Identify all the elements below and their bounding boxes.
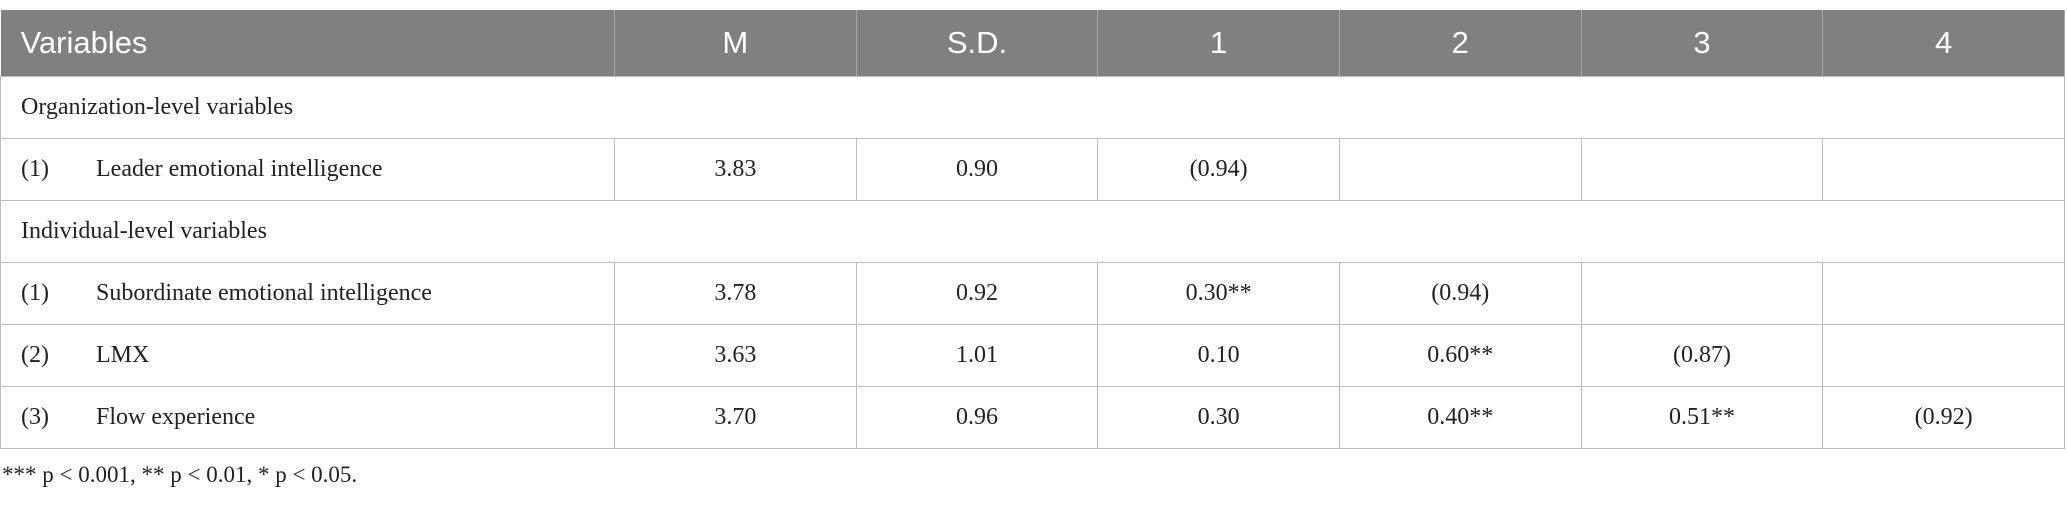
variable-name: Leader emotional intelligence (96, 156, 383, 182)
variable-cell: (1) Subordinate emotional intelligence (0, 262, 615, 325)
variable-name: Flow experience (96, 404, 256, 430)
column-header: M (614, 10, 857, 77)
variable-cell: (1) Leader emotional intelligence (0, 138, 615, 201)
value-cell: 0.51** (1580, 386, 1824, 449)
value-cell: 0.90 (855, 138, 1099, 201)
empty-cell (1822, 138, 2065, 201)
value-cell: (0.87) (1580, 324, 1824, 387)
section-row: Organization-level variables (0, 76, 2065, 139)
column-header: Variables (0, 10, 615, 77)
column-header: 1 (1097, 10, 1340, 77)
row-number: (1) (21, 280, 49, 306)
variable-cell: (3) Flow experience (0, 386, 615, 449)
section-label: Individual-level variables (0, 200, 2065, 263)
value-cell: 3.70 (614, 386, 857, 449)
empty-cell (1580, 262, 1824, 325)
value-cell: (0.92) (1822, 386, 2065, 449)
empty-cell (1580, 138, 1824, 201)
empty-cell (1822, 262, 2065, 325)
value-cell: 0.96 (855, 386, 1099, 449)
value-cell: 3.63 (614, 324, 857, 387)
value-cell: (0.94) (1097, 138, 1340, 201)
value-cell: 0.30 (1097, 386, 1340, 449)
column-header: S.D. (856, 10, 1099, 77)
row-number: (1) (21, 156, 49, 182)
row-number: (2) (21, 342, 49, 368)
correlation-table: Variables M S.D. 1 2 3 4 Organization-level va… (0, 10, 2065, 449)
row-number: (3) (21, 404, 49, 430)
value-cell: 0.60** (1338, 324, 1582, 387)
empty-cell (1338, 138, 1582, 201)
value-cell: 1.01 (855, 324, 1099, 387)
section-label: Organization-level variables (0, 76, 2065, 139)
table-body: Organization-level variables (1) Leader em… (0, 76, 2065, 449)
value-cell: 0.10 (1097, 324, 1340, 387)
value-cell: 0.40** (1338, 386, 1582, 449)
header-row: Variables M S.D. 1 2 3 4 (0, 10, 2065, 77)
empty-cell (1822, 324, 2065, 387)
column-header: 4 (1822, 10, 2065, 77)
variable-name: Subordinate emotional intelligence (96, 280, 432, 306)
variable-name: LMX (96, 342, 150, 368)
data-row: (2) LMX 3.63 1.01 0.10 0.60** (0.87) (0, 324, 2065, 387)
value-cell: 0.92 (855, 262, 1099, 325)
column-header: 2 (1339, 10, 1582, 77)
data-row: (1) Subordinate emotional intelligence 3.7… (0, 262, 2065, 325)
value-cell: 3.78 (614, 262, 857, 325)
section-row: Individual-level variables (0, 200, 2065, 263)
value-cell: 3.83 (614, 138, 857, 201)
footnote: *** p < 0.001, ** p < 0.01, * p < 0.05. (2, 462, 358, 487)
data-row: (3) Flow experience 3.70 0.96 0.30 0.40** 0.51… (0, 386, 2065, 449)
column-header: 3 (1581, 10, 1824, 77)
value-cell: 0.30** (1097, 262, 1340, 325)
value-cell: (0.94) (1338, 262, 1582, 325)
data-row: (1) Leader emotional intelligence 3.83 0.90… (0, 138, 2065, 201)
variable-cell: (2) LMX (0, 324, 615, 387)
